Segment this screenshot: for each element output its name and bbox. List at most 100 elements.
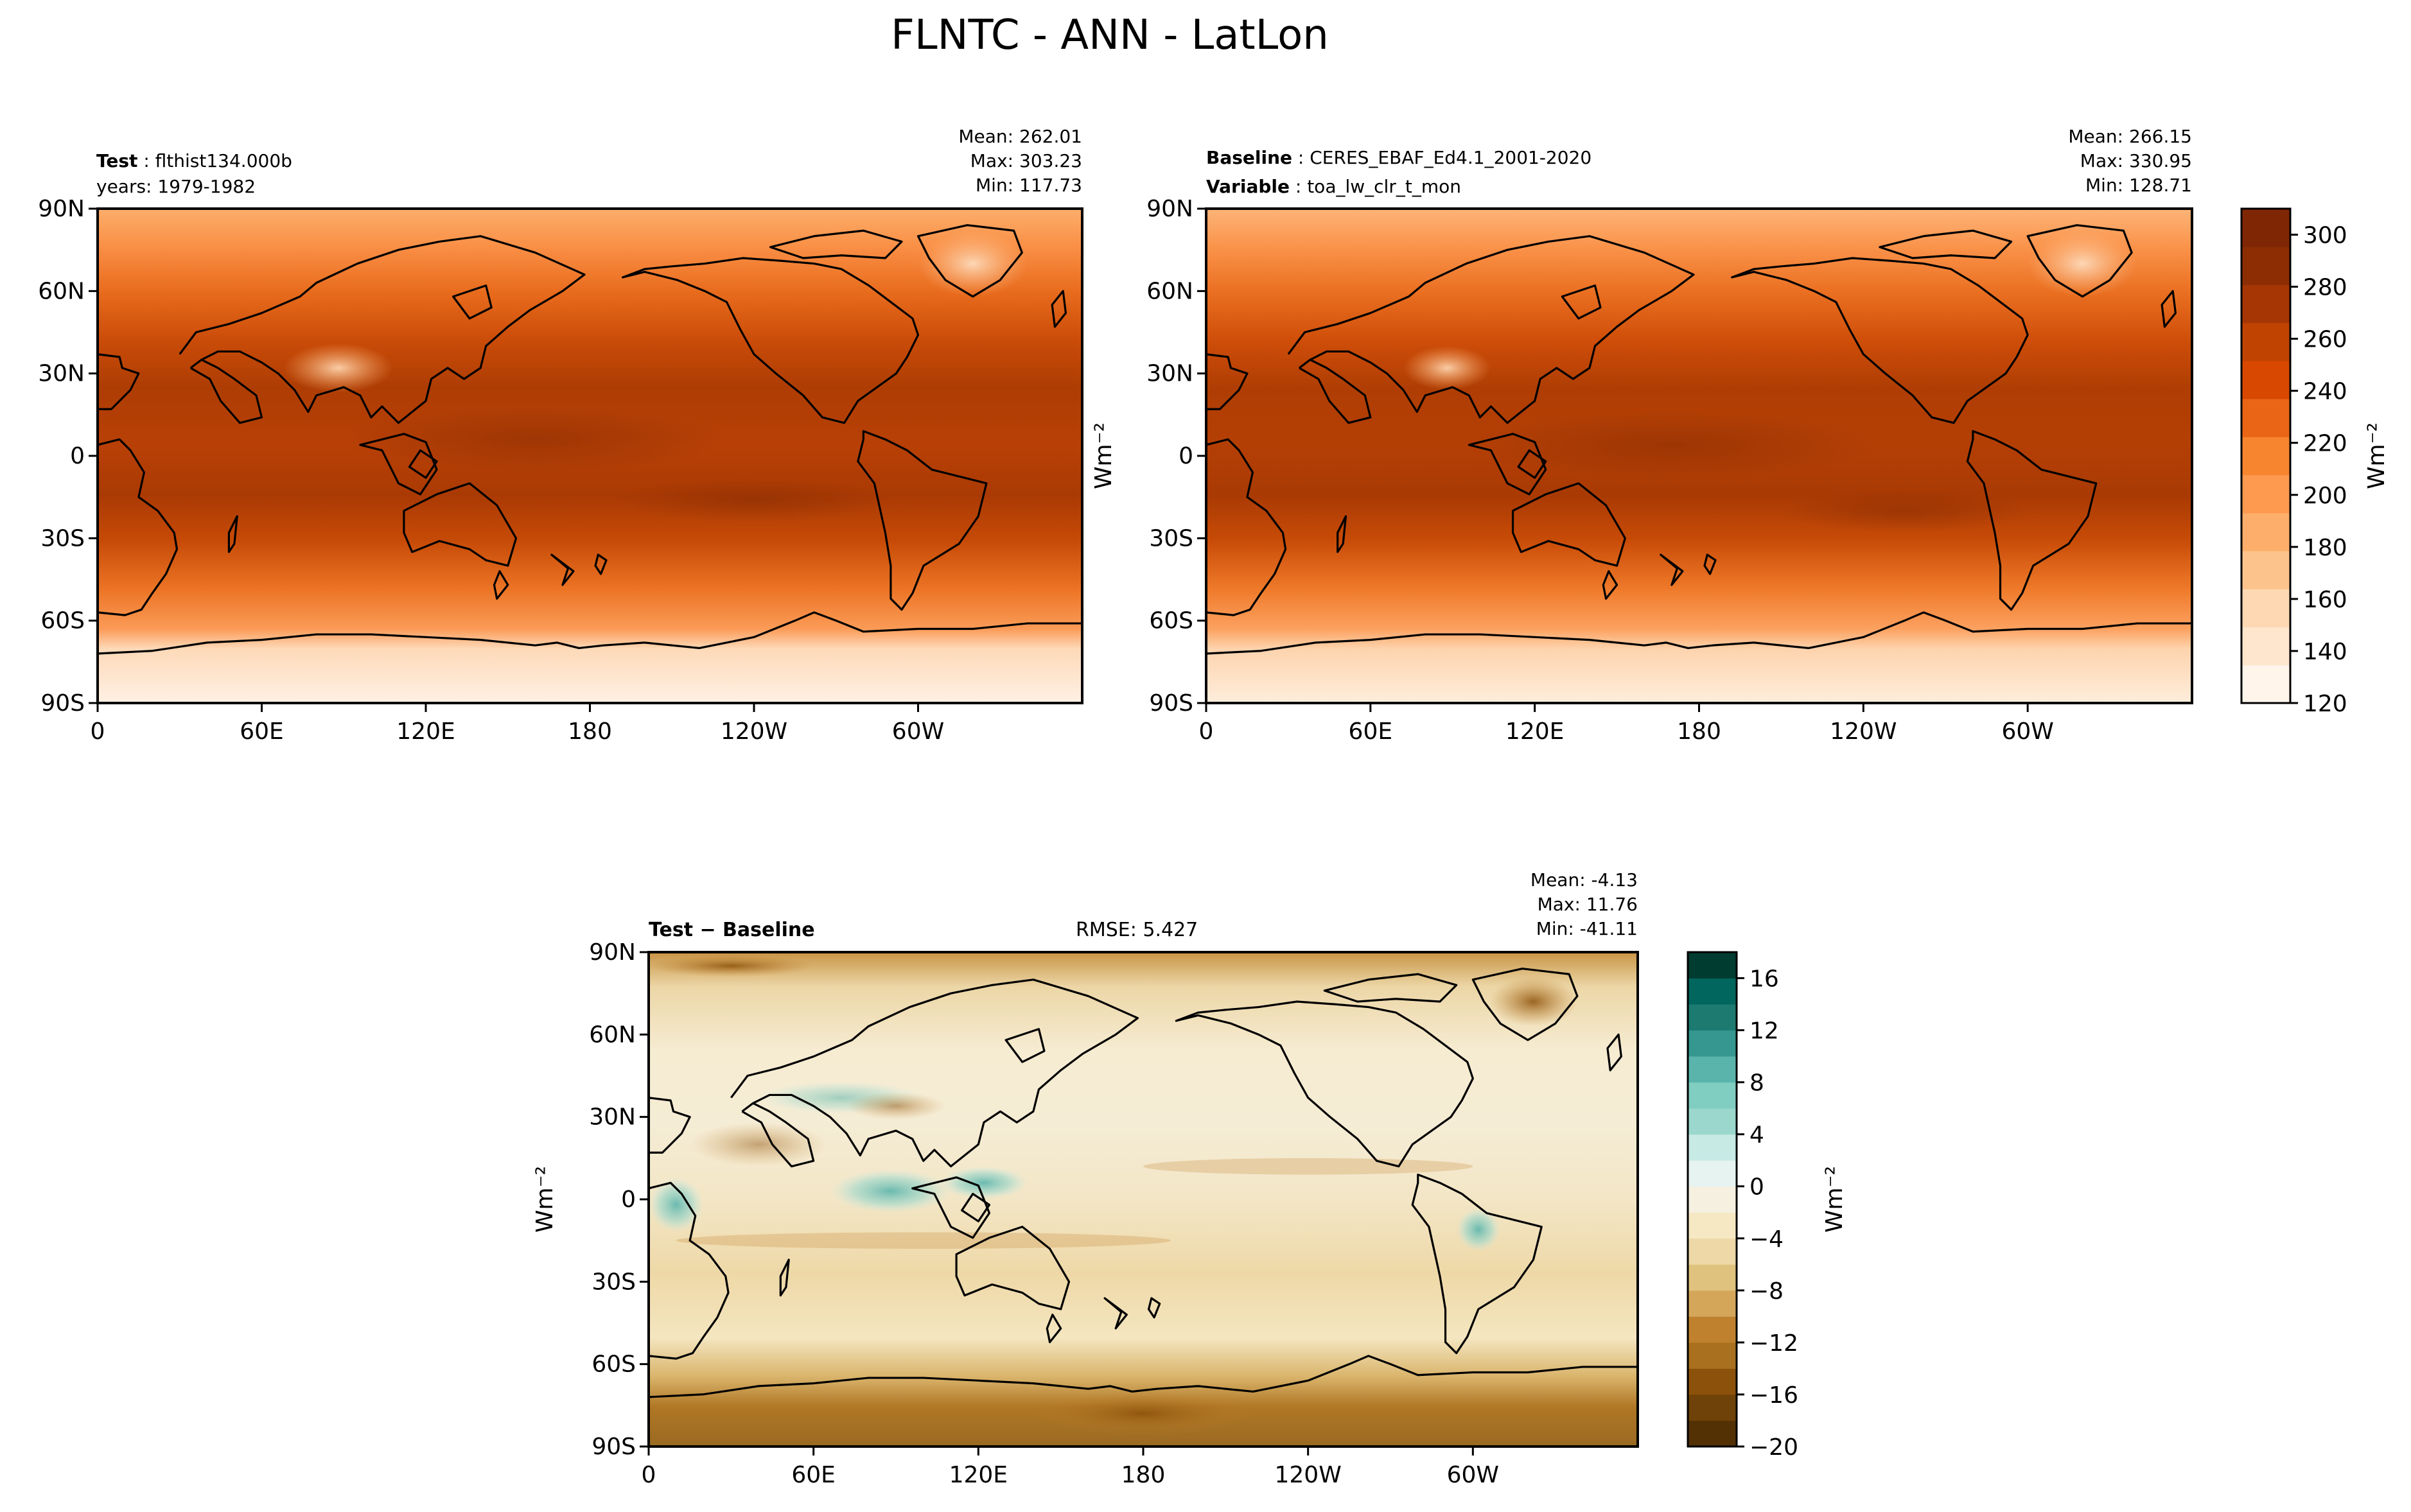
test-lon-tick-label: 180 [568, 718, 612, 745]
colorbar-diff-tick-label: −20 [1749, 1434, 1798, 1461]
test-sep: : [137, 150, 155, 171]
test-lat-ticks: 90N 60N 30N 0 30S 60S 90S [38, 196, 98, 717]
variable-key: Variable [1206, 176, 1290, 197]
baseline-lon-tick-label: 0 [1199, 718, 1214, 745]
colorbar-diff-swatch [1688, 952, 1737, 979]
colorbar-diff-swatch [1688, 1368, 1737, 1395]
panel-test: Test : flthist134.000b years: 1979-1982 … [38, 126, 1083, 745]
test-lat-tick-label: 60N [38, 278, 85, 304]
colorbar-main-swatch [2241, 512, 2290, 552]
figure-title: FLNTC - ANN - LatLon [891, 12, 1329, 59]
colorbar-main-tick-label: 280 [2303, 275, 2347, 301]
test-lat-tick-label: 0 [70, 443, 85, 469]
colorbar-diff-swatch [1688, 1290, 1737, 1317]
diff-lat-ticks: 90N 60N 30N 0 30S 60S 90S [589, 939, 649, 1460]
colorbar-diff-swatch [1688, 1056, 1737, 1083]
colorbar-diff-tick-label: 0 [1749, 1174, 1764, 1201]
test-lon-tick-label: 0 [91, 718, 105, 745]
colorbar-diff-swatch [1688, 1342, 1737, 1369]
colorbar-main-tick-label: 300 [2303, 223, 2347, 249]
colorbar-main-tick-label: 160 [2303, 587, 2347, 613]
colorbar-main-tick-label: 200 [2303, 483, 2347, 509]
test-lat-tick-label: 30N [38, 361, 85, 387]
colorbar-diff-tick-label: 12 [1749, 1018, 1779, 1045]
colorbar-main-swatch [2241, 551, 2290, 589]
colorbar-main-swatch [2241, 360, 2290, 399]
test-lon-tick-label: 120E [396, 718, 455, 745]
baseline-lat-tick-label: 30N [1146, 361, 1193, 387]
diff-mean: Mean: -4.13 [1530, 869, 1638, 891]
colorbar-diff-swatch [1688, 1108, 1737, 1135]
map-baseline [1206, 209, 2192, 703]
diff-rmse: RMSE: 5.427 [1076, 919, 1198, 941]
baseline-lon-tick-label: 60W [2001, 718, 2053, 745]
colorbar-main-swatch [2241, 322, 2290, 361]
colorbar-main-swatch [2241, 589, 2290, 628]
baseline-lon-tick-label: 60E [1349, 718, 1393, 745]
test-lat-tick-label: 90N [38, 196, 85, 222]
colorbar-diff-label: Wm⁻² [1821, 1166, 1848, 1233]
diff-lat-tick-label: 0 [621, 1186, 636, 1213]
colorbar-main-tick-label: 140 [2303, 639, 2347, 665]
colorbar-main-tick-label: 260 [2303, 327, 2347, 353]
diff-lon-tick-label: 0 [642, 1462, 656, 1488]
diff-lon-tick-label: 60W [1447, 1462, 1499, 1488]
test-lat-tick-label: 60S [40, 608, 85, 634]
diff-lat-tick-label: 90S [592, 1434, 636, 1460]
colorbar-main-swatch [2241, 474, 2290, 514]
panel-diff: Test − Baseline RMSE: 5.427 Mean: -4.13 … [532, 869, 1639, 1488]
diff-lat-tick-label: 60S [592, 1351, 636, 1378]
colorbar-diff-swatch [1688, 1238, 1737, 1265]
colorbar-diff-tick-label: 16 [1749, 966, 1779, 993]
colorbar-diff-swatch [1688, 1134, 1737, 1161]
colorbar-diff-swatch [1688, 1420, 1737, 1447]
diff-lat-tick-label: 30S [592, 1269, 636, 1295]
diff-lon-tick-label: 180 [1121, 1462, 1166, 1488]
baseline-dataset: CERES_EBAF_Ed4.1_2001-2020 [1310, 147, 1591, 168]
test-min: Min: 117.73 [976, 175, 1082, 196]
colorbar-diff-frame [1687, 951, 1738, 1448]
baseline-lat-tick-label: 0 [1179, 443, 1193, 469]
baseline-max: Max: 330.95 [2080, 150, 2192, 171]
diff-lat-tick-label: 60N [589, 1021, 636, 1048]
baseline-mean: Mean: 266.15 [2068, 126, 2192, 147]
baseline-lat-tick-label: 60S [1149, 608, 1193, 634]
colorbar-main: 120 140 160 180 200 220 240 260 280 300 [2240, 207, 2347, 717]
baseline-min: Min: 128.71 [2085, 175, 2192, 196]
diff-lat-tick-label: 90N [589, 939, 636, 966]
test-lon-tick-label: 120W [721, 718, 787, 745]
colorbar-diff-swatch [1688, 1316, 1737, 1343]
colorbar-main-swatch [2241, 627, 2290, 666]
baseline-lon-tick-label: 120W [1830, 718, 1897, 745]
colorbar-main-swatch [2241, 399, 2290, 437]
diff-lon-tick-label: 120E [949, 1462, 1008, 1488]
test-lat-tick-label: 90S [40, 690, 85, 717]
diff-lat-tick-label: 30N [589, 1104, 636, 1131]
baseline-lon-tick-label: 120E [1505, 718, 1564, 745]
test-mean: Mean: 262.01 [958, 126, 1082, 147]
diff-lon-tick-label: 60E [791, 1462, 836, 1488]
diff-label: Test − Baseline [649, 919, 815, 941]
colorbar-diff-swatch [1688, 1212, 1737, 1239]
colorbar-diff-swatch [1688, 1004, 1737, 1031]
colorbar-diff-tick-label: −12 [1749, 1330, 1798, 1357]
baseline-ylabel: Wm⁻² [1091, 422, 1117, 489]
diff-min: Min: -41.11 [1536, 918, 1638, 939]
colorbar-main-swatch [2241, 247, 2290, 285]
test-years: years: 1979-1982 [96, 176, 256, 197]
colorbar-main-frame [2240, 207, 2292, 704]
panel-baseline: Baseline : CERES_EBAF_Ed4.1_2001-2020 Va… [1091, 126, 2193, 745]
map-diff [649, 952, 1638, 1447]
colorbar-diff-tick-label: 8 [1749, 1070, 1764, 1097]
colorbar-main-swatch [2241, 437, 2290, 476]
test-lon-ticks: 0 60E 120E 180 120W 60W [91, 703, 944, 745]
diff-max: Max: 11.76 [1538, 894, 1638, 915]
colorbar-diff-swatch [1688, 1394, 1737, 1421]
colorbar-main-label: Wm⁻² [2363, 422, 2390, 489]
test-lon-tick-label: 60E [240, 718, 284, 745]
colorbar-diff-swatch [1688, 1186, 1737, 1213]
colorbar-main-swatch [2241, 284, 2290, 324]
baseline-lat-ticks: 90N 60N 30N 0 30S 60S 90S [1146, 196, 1206, 717]
test-key: Test [96, 150, 137, 171]
